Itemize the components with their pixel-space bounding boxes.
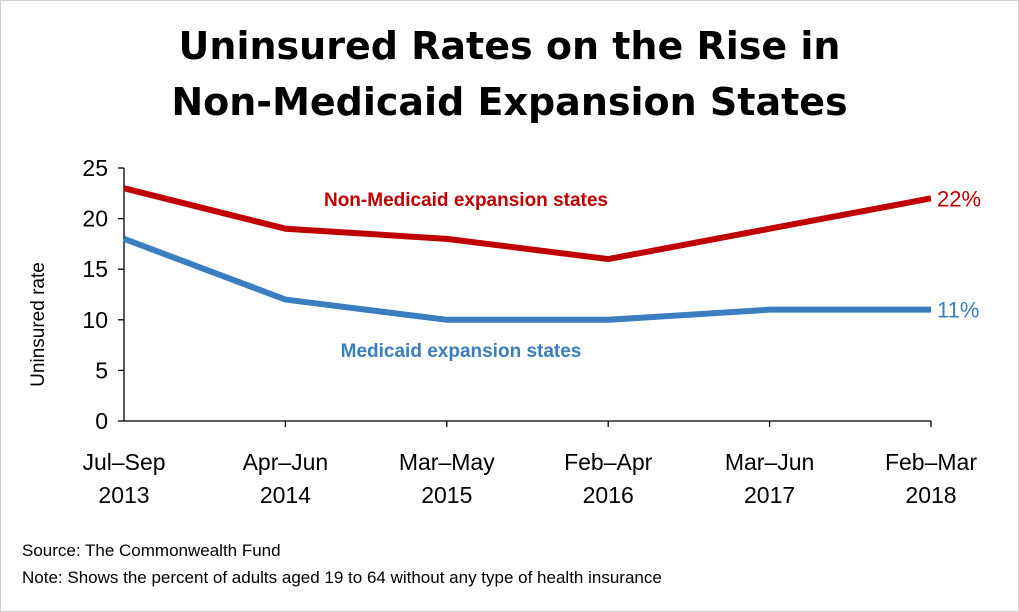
x-tick-label-year: 2013	[98, 482, 149, 508]
series-label-2: Medicaid expansion states	[341, 341, 582, 362]
y-tick-label: 20	[82, 206, 108, 232]
chart-title: Uninsured Rates on the Rise in Non-Medic…	[0, 18, 1019, 130]
x-tick-label: Mar–May	[399, 449, 495, 475]
chart-title-line-2: Non-Medicaid Expansion States	[171, 80, 848, 124]
y-tick-label: 15	[82, 256, 108, 282]
x-tick-label: Mar–Jun	[725, 449, 814, 475]
series-label-1: Non-Medicaid expansion states	[324, 190, 608, 211]
x-tick-label: Apr–Jun	[243, 449, 329, 475]
x-tick-label-year: 2018	[905, 482, 956, 508]
source-note: Source: The Commonwealth Fund	[22, 541, 281, 560]
x-tick-label-year: 2015	[421, 482, 472, 508]
series-line-1	[123, 185, 932, 263]
x-tick-label-year: 2017	[744, 482, 795, 508]
y-tick-label: 5	[95, 357, 108, 383]
x-tick-label-year: 2016	[583, 482, 634, 508]
end-value-label-2: 11%	[937, 298, 979, 323]
y-tick-label: 0	[95, 408, 108, 434]
y-tick-label: 10	[82, 307, 108, 333]
series-line-2	[122, 236, 931, 323]
chart-title-line-1: Uninsured Rates on the Rise in	[178, 24, 841, 68]
x-tick-label: Jul–Sep	[82, 449, 165, 475]
y-tick-label: 25	[82, 155, 108, 181]
end-value-label-1: 22%	[937, 186, 981, 211]
x-tick-label: Feb–Mar	[885, 449, 977, 475]
y-axis-label: Uninsured rate	[28, 262, 49, 387]
x-tick-label-year: 2014	[260, 482, 311, 508]
x-tick-label: Feb–Apr	[564, 449, 653, 475]
footnote: Note: Shows the percent of adults aged 1…	[22, 568, 662, 587]
